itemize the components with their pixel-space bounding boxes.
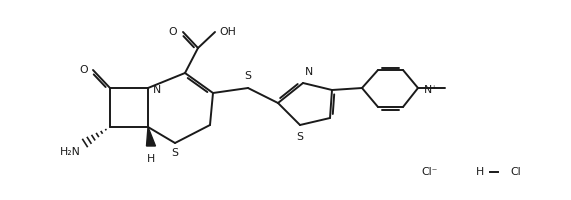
Text: Cl⁻: Cl⁻ [422, 167, 438, 177]
Text: S: S [244, 71, 251, 81]
Text: H₂N: H₂N [60, 147, 81, 157]
Text: H: H [147, 154, 155, 164]
Text: OH: OH [219, 27, 236, 37]
Text: O: O [79, 65, 88, 75]
Text: H: H [476, 167, 484, 177]
Text: S: S [296, 132, 304, 142]
Text: S: S [171, 148, 179, 158]
Text: N⁺: N⁺ [424, 85, 438, 95]
Polygon shape [147, 127, 155, 146]
Text: Cl: Cl [510, 167, 521, 177]
Text: O: O [168, 27, 177, 37]
Text: N: N [153, 85, 161, 95]
Text: N: N [305, 67, 313, 77]
